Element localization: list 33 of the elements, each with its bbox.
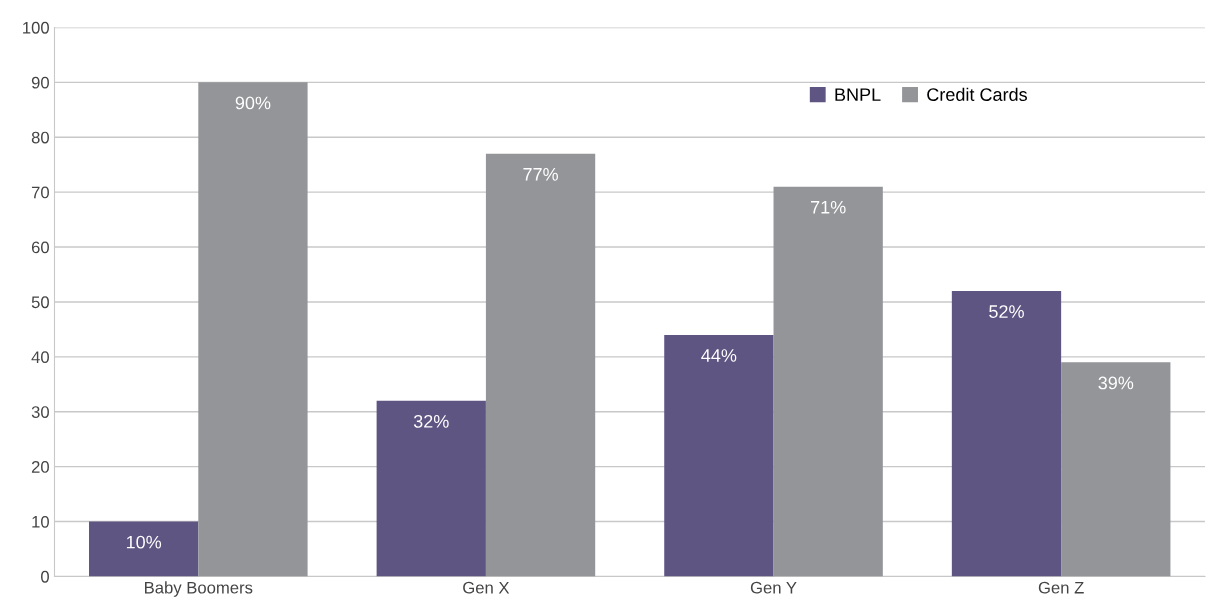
y-tick-label: 0 bbox=[41, 570, 49, 583]
legend-label: BNPL bbox=[835, 88, 881, 101]
y-tick-label: 50 bbox=[31, 296, 49, 309]
bar bbox=[1061, 362, 1171, 577]
data-label: 10% bbox=[126, 535, 162, 549]
data-label: 71% bbox=[811, 200, 846, 214]
y-tick-label: 10 bbox=[32, 515, 49, 528]
y-tick-label: 100 bbox=[23, 21, 49, 34]
data-label: 44% bbox=[701, 349, 737, 362]
bar bbox=[89, 521, 199, 577]
data-label: 39% bbox=[1098, 376, 1134, 390]
bar bbox=[664, 334, 774, 577]
x-tick-label: Gen X bbox=[463, 581, 510, 594]
data-label: 52% bbox=[989, 305, 1024, 318]
x-tick-label: Gen Y bbox=[750, 581, 797, 594]
data-label: 77% bbox=[523, 168, 558, 181]
bar bbox=[773, 186, 883, 577]
data-label: 90% bbox=[235, 96, 271, 110]
legend-label: Credit Cards bbox=[927, 87, 1027, 101]
y-tick-label: 60 bbox=[31, 241, 49, 254]
y-tick-label: 70 bbox=[31, 186, 49, 199]
bar bbox=[951, 290, 1062, 577]
y-tick-label: 80 bbox=[31, 131, 49, 144]
x-tick-label: Gen Z bbox=[1038, 581, 1084, 594]
y-tick-label: 20 bbox=[31, 461, 49, 473]
bar bbox=[376, 400, 486, 577]
y-tick-label: 30 bbox=[31, 406, 49, 418]
bar bbox=[198, 82, 308, 577]
y-tick-label: 90 bbox=[31, 76, 49, 89]
y-tick-label: 40 bbox=[31, 351, 49, 364]
data-label: 32% bbox=[413, 414, 449, 428]
x-tick-label: Baby Boomers bbox=[145, 581, 253, 597]
bar bbox=[485, 153, 596, 577]
